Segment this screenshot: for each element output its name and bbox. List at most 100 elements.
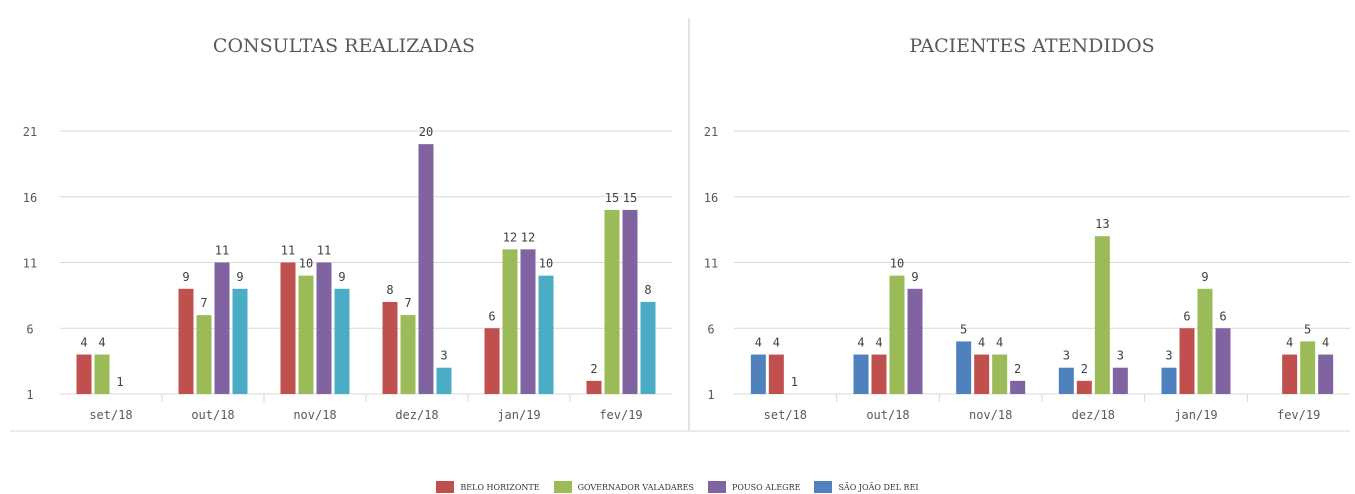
legend-swatch — [553, 481, 572, 493]
x-tick-label: fev/19 — [599, 408, 642, 422]
bar-value-label: 9 — [338, 270, 345, 284]
bar-value-label: 4 — [80, 336, 87, 350]
bar-value-label: 4 — [1322, 336, 1329, 350]
x-tick-label: nov/18 — [293, 408, 336, 422]
x-tick-label: set/18 — [764, 408, 807, 422]
bar-value-label: 11 — [215, 244, 229, 258]
bar — [750, 354, 766, 394]
legend-item: POUSO ALEGRE — [707, 481, 800, 493]
bar — [586, 380, 602, 394]
bar — [1179, 328, 1195, 394]
bar — [382, 301, 398, 394]
x-tick-label: out/18 — [866, 408, 909, 422]
bar-value-label: 3 — [1117, 349, 1124, 363]
bar — [418, 144, 434, 394]
bar — [992, 354, 1008, 394]
bar-value-label: 4 — [773, 336, 780, 350]
bar-value-label: 4 — [996, 336, 1003, 350]
bar — [484, 328, 500, 394]
bar — [232, 288, 248, 394]
bar-value-label: 6 — [1219, 309, 1226, 323]
bar-value-label: 6 — [488, 309, 495, 323]
bar-value-label: 12 — [521, 230, 535, 244]
x-tick-label: dez/18 — [1072, 408, 1115, 422]
bar — [1076, 380, 1092, 394]
bar-value-label: 10 — [890, 257, 904, 271]
bar — [436, 367, 452, 394]
y-tick-label: 16 — [704, 191, 718, 205]
x-tick-label: jan/19 — [1174, 408, 1217, 422]
bar — [907, 288, 923, 394]
bar — [640, 301, 656, 394]
x-tick-label: jan/19 — [497, 408, 540, 422]
bar-value-label: 3 — [1063, 349, 1070, 363]
bar — [214, 262, 230, 394]
bar — [1282, 354, 1298, 394]
bar — [1300, 341, 1316, 394]
bar-value-label: 8 — [386, 283, 393, 297]
bar — [280, 262, 296, 394]
bar — [1215, 328, 1231, 394]
y-tick-label: 21 — [23, 125, 37, 139]
bar-value-label: 20 — [419, 125, 433, 139]
bar-value-label: 4 — [875, 336, 882, 350]
x-tick-label: out/18 — [191, 408, 234, 422]
bar — [974, 354, 990, 394]
bar-value-label: 6 — [1183, 309, 1190, 323]
bar-value-label: 10 — [539, 257, 553, 271]
y-tick-label: 1 — [26, 388, 33, 402]
bar-value-label: 2 — [590, 362, 597, 376]
bar-value-label: 11 — [317, 244, 331, 258]
legend-swatch — [436, 481, 455, 493]
legend-label: BELO HORIZONTE — [460, 482, 540, 492]
legend-item: GOVERNADOR VALADARES — [553, 481, 694, 493]
bar-value-label: 4 — [857, 336, 864, 350]
bar-value-label: 12 — [503, 230, 517, 244]
x-tick-label: nov/18 — [969, 408, 1012, 422]
x-tick-label: fev/19 — [1277, 408, 1320, 422]
bar-value-label: 9 — [1201, 270, 1208, 284]
bar-value-label: 3 — [1165, 349, 1172, 363]
legend-item: SÃO JOÃO DEL REI — [814, 481, 919, 493]
bar-value-label: 11 — [281, 244, 295, 258]
y-tick-label: 11 — [23, 257, 37, 271]
bar — [94, 354, 110, 394]
y-tick-label: 21 — [704, 125, 718, 139]
bar-value-label: 13 — [1095, 217, 1109, 231]
chart-title: CONSULTAS REALIZADAS — [213, 35, 475, 57]
y-tick-label: 11 — [704, 257, 718, 271]
bar-value-label: 7 — [404, 296, 411, 310]
bar-value-label: 8 — [644, 283, 651, 297]
bar — [1010, 380, 1026, 394]
bar — [316, 262, 332, 394]
bar-value-label: 10 — [299, 257, 313, 271]
legend-label: SÃO JOÃO DEL REI — [838, 482, 919, 492]
bar-value-label: 9 — [911, 270, 918, 284]
bar-value-label: 4 — [1286, 336, 1293, 350]
bar — [298, 275, 314, 394]
bar — [76, 354, 92, 394]
bar-value-label: 4 — [755, 336, 762, 350]
bar — [178, 288, 194, 394]
bar — [334, 288, 350, 394]
bar — [889, 275, 905, 394]
bar — [1161, 367, 1177, 394]
x-tick-label: set/18 — [89, 408, 132, 422]
y-tick-label: 6 — [707, 322, 714, 336]
legend-item: BELO HORIZONTE — [436, 481, 540, 493]
bar — [956, 341, 972, 394]
bar-value-label: 1 — [791, 375, 798, 389]
bar — [853, 354, 869, 394]
bar-value-label: 15 — [623, 191, 637, 205]
bar — [622, 209, 638, 394]
bar — [1112, 367, 1128, 394]
chart-title: PACIENTES ATENDIDOS — [909, 35, 1154, 57]
bar-value-label: 1 — [116, 375, 123, 389]
legend-swatch — [814, 481, 833, 493]
bar — [520, 249, 536, 394]
bar-value-label: 4 — [978, 336, 985, 350]
legend: BELO HORIZONTE GOVERNADOR VALADARES POUSO … — [0, 480, 1355, 494]
bar-value-label: 5 — [960, 322, 967, 336]
bar — [871, 354, 887, 394]
